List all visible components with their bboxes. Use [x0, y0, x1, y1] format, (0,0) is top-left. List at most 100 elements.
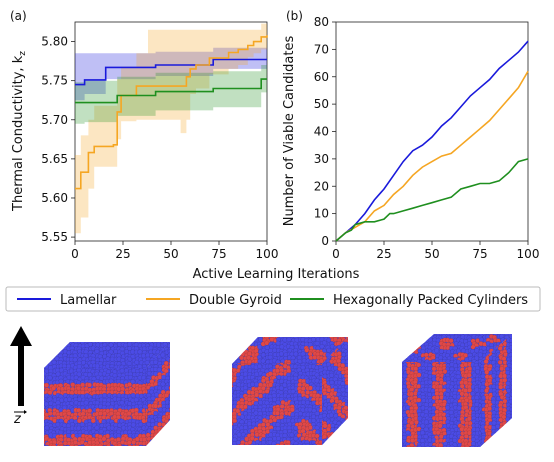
panel-a-ylabel-main: Thermal Conductivity, k: [11, 55, 26, 212]
gyroid-top-bead: [324, 330, 329, 335]
gyroid-top-bead: [232, 341, 234, 347]
gyroid-side-bead: [347, 355, 348, 361]
gyroid-side-bead: [345, 426, 348, 432]
gyroid-top-bead: [257, 344, 263, 350]
cylinders-top-bead: [417, 335, 423, 341]
cylinders-side-bead: [506, 388, 512, 394]
lamellar-top-bead: [38, 364, 43, 369]
lamellar-top-bead: [91, 367, 97, 368]
gyroid-side-bead: [320, 331, 325, 336]
gyroid-side-bead: [349, 388, 354, 393]
gyroid-side-bead: [348, 396, 353, 401]
gyroid-front-bead: [243, 444, 249, 445]
lamellar-top-bead: [87, 342, 93, 347]
cylinders-front-bead: [431, 445, 437, 447]
gyroid-front-bead: [293, 436, 299, 442]
gyroid-side-bead: [344, 332, 349, 337]
lamellar-front-bead: [145, 444, 146, 446]
gyroid-top-bead: [236, 345, 242, 351]
gyroid-top-bead: [232, 347, 235, 353]
z-arrow-head: [10, 326, 32, 346]
lamellar-top-bead: [123, 367, 129, 368]
gyroid-front-bead: [316, 443, 322, 445]
gyroid-side-bead: [348, 374, 353, 379]
lamellar-top-bead: [62, 367, 68, 368]
lamellar-front-bead: [119, 368, 125, 374]
gyroid-front-bead: [319, 422, 322, 428]
cylinders-front-bead: [416, 397, 422, 403]
lamellar-side-bead: [150, 395, 156, 401]
lamellar-top-bead: [133, 342, 139, 344]
gyroid-top-bead: [243, 341, 249, 347]
gyroid-front-bead: [305, 443, 311, 445]
cylinders-top-bead: [428, 334, 434, 337]
lamellar-side-bead: [139, 337, 144, 342]
legend-box: [5, 286, 541, 312]
cylinders-top-bead: [460, 359, 466, 362]
gyroid-front-bead: [226, 383, 231, 388]
gyroid-front-bead: [260, 422, 266, 428]
cylinders-side-bead: [513, 356, 518, 361]
cylinders-side-bead: [495, 432, 501, 438]
gyroid-side-bead: [347, 341, 348, 347]
cylinders-side-bead: [506, 430, 512, 436]
cylinders-top-bead: [396, 361, 401, 366]
gyroid-side-bead: [338, 446, 343, 451]
cylinders-front-bead: [449, 444, 455, 447]
lamellar-top-bead: [147, 335, 152, 340]
lamellar-front-bead: [145, 401, 146, 407]
lamellar-front-bead: [97, 411, 103, 417]
cylinders-front-bead: [396, 418, 401, 423]
lamellar-top-bead: [51, 342, 57, 344]
gyroid-top-bead: [233, 349, 239, 355]
cylinders-side-bead: [512, 417, 517, 422]
gyroid-front-bead: [232, 396, 235, 402]
gyroid-front-bead: [232, 407, 234, 413]
gyroid-top-bead: [232, 337, 234, 339]
lamellar-top-bead: [131, 367, 137, 368]
lamellar-side-bead: [164, 425, 170, 431]
lamellar-top-bead: [135, 335, 140, 340]
gyroid-side-bead: [344, 369, 348, 375]
gyroid-side-bead: [347, 405, 348, 411]
lamellar-side-bead: [149, 439, 155, 445]
lamellar-top-bead: [109, 335, 114, 340]
lamellar-top-bead: [49, 345, 55, 351]
cylinders-top-bead: [425, 328, 430, 333]
cylinders-top-bead: [402, 334, 404, 336]
gyroid-top-bead: [334, 331, 339, 336]
lamellar-side-bead: [168, 389, 170, 395]
gyroid-top-bead: [240, 330, 245, 335]
gyroid-side-bead: [337, 424, 343, 430]
gyroid-top-bead: [225, 346, 230, 351]
cylinders-front-bead: [474, 387, 480, 393]
cylinders-top-bead: [413, 334, 419, 337]
cylinders-side-bead: [506, 440, 512, 446]
gyroid-side-bead: [337, 432, 343, 438]
lamellar-side-bead: [160, 352, 166, 358]
gyroid-side-bead: [349, 431, 354, 436]
lamellar-top-bead: [127, 342, 133, 347]
cylinders-top-bead: [416, 337, 422, 343]
lamellar-front-bead: [44, 439, 46, 445]
lamellar-front-bead: [101, 436, 107, 442]
cylinders-front-bead: [466, 416, 472, 422]
lamellar-front-bead: [144, 426, 146, 432]
gyroid-top-bead: [311, 337, 317, 343]
gyroid-front-bead: [290, 412, 296, 418]
lamellar-top-bead: [51, 359, 57, 365]
cylinders-side-bead: [509, 431, 512, 437]
panel-b-ytick-label: 0: [321, 234, 329, 248]
lamellar-side-bead: [167, 349, 170, 355]
gyroid-front-bead: [226, 426, 231, 431]
lamellar-front-bead: [106, 443, 112, 446]
lamellar-front-bead: [37, 416, 42, 421]
gyroid-top-bead: [244, 363, 250, 364]
gyroid-top-bead: [278, 351, 284, 357]
gyroid-side-bead: [347, 391, 348, 397]
gyroid-top-bead: [275, 363, 281, 364]
gyroid-top-bead: [262, 362, 268, 364]
cylinders-top-bead: [404, 328, 409, 333]
gyroid-front-bead: [275, 443, 281, 445]
